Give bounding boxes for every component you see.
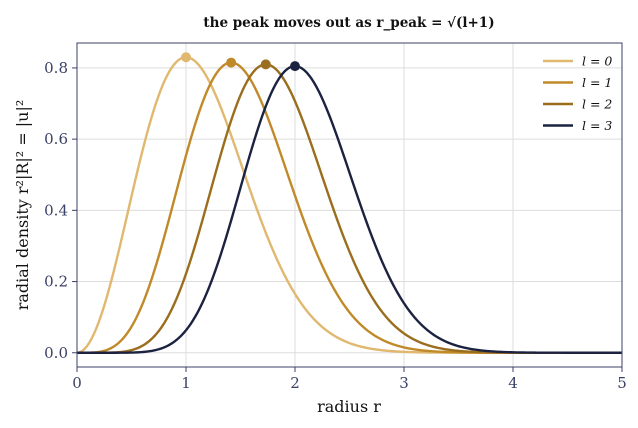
- grid: [76, 43, 623, 367]
- y-tick-label: 0.6: [44, 130, 68, 148]
- x-tick-label: 4: [508, 374, 518, 392]
- legend: l = 0 l = 1 l = 2 l = 3: [543, 54, 612, 133]
- peak-marker-l0: [181, 52, 191, 63]
- curves: [76, 56, 622, 354]
- peak-marker-l3: [290, 61, 300, 72]
- plot-frame: [76, 42, 623, 368]
- legend-label-l0: l = 0: [582, 54, 612, 69]
- x-axis: 0 1 2 3 4 5: [72, 367, 627, 392]
- y-tick-label: 0.0: [44, 344, 68, 362]
- series-line-l3: [77, 64, 622, 354]
- peak-marker-l1: [226, 57, 237, 68]
- x-tick-label: 1: [181, 374, 191, 392]
- x-tick-label: 3: [399, 374, 409, 392]
- x-tick-label: 5: [617, 374, 627, 392]
- series-line-l0: [76, 56, 622, 354]
- series-line-l2: [77, 63, 622, 354]
- x-axis-label: radius r: [317, 397, 381, 416]
- x-tick-label: 0: [72, 374, 82, 392]
- series-line-l1: [77, 61, 622, 354]
- y-axis-label: radial density r²|R|² = |u|²: [13, 100, 32, 311]
- chart-title: the peak moves out as r_peak = √(l+1): [203, 15, 494, 31]
- y-tick-label: 0.2: [44, 273, 68, 291]
- peak-marker-l2: [260, 59, 271, 70]
- legend-label-l2: l = 2: [582, 97, 612, 112]
- legend-label-l1: l = 1: [582, 75, 612, 90]
- y-tick-label: 0.4: [44, 201, 68, 219]
- y-axis: 0.0 0.2 0.4 0.6 0.8: [44, 59, 77, 362]
- peak-markers: [181, 52, 300, 72]
- legend-label-l3: l = 3: [582, 118, 612, 133]
- x-tick-label: 2: [290, 374, 300, 392]
- y-tick-label: 0.8: [44, 59, 68, 77]
